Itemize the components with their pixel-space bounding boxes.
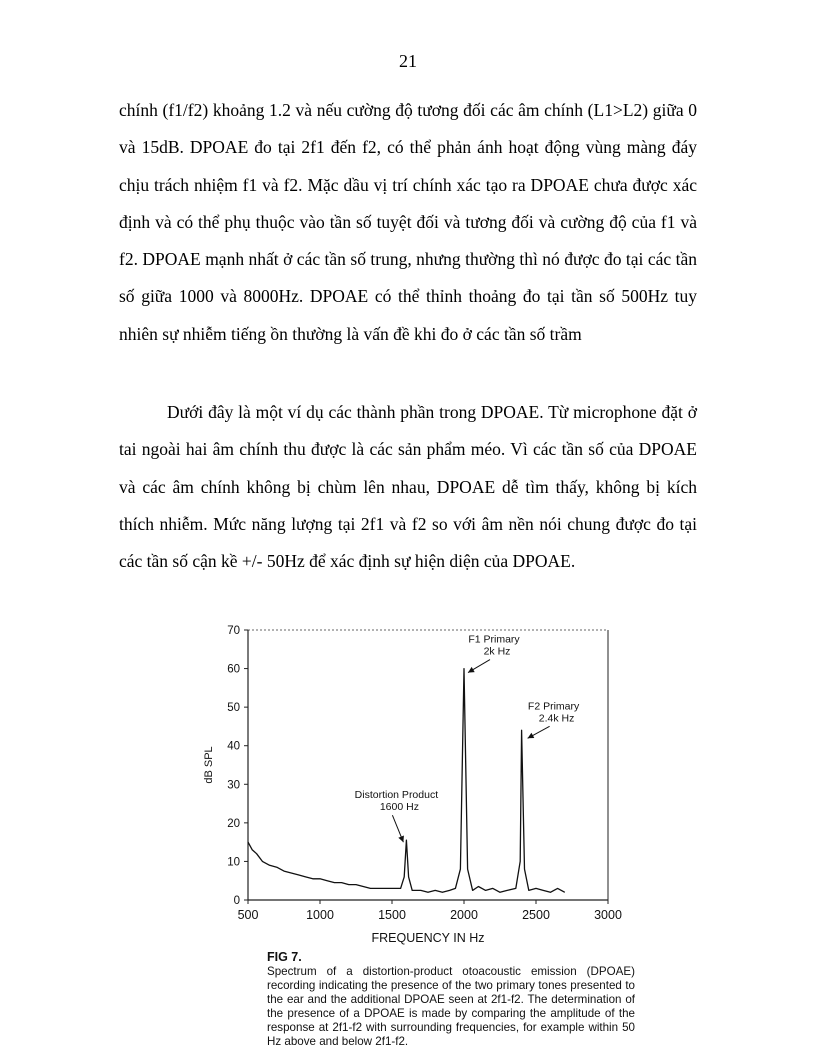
paragraph-text: Dưới đây là một ví dụ các thành phần tro… [119, 402, 697, 572]
figure-caption: FIG 7. Spectrum of a distortion-product … [267, 950, 635, 1049]
caption-text: Spectrum of a distortion-product otoacou… [267, 965, 635, 1048]
y-tick-label: 30 [227, 779, 240, 791]
figure-label: FIG 7. [267, 950, 302, 964]
annotation-label: Distortion Product [355, 789, 439, 801]
x-tick-label: 500 [238, 908, 259, 922]
x-tick-label: 2500 [522, 908, 550, 922]
spectrum-line [247, 667, 566, 893]
annotation-arrowhead [398, 835, 404, 843]
paragraph-text: chính (f1/f2) khoảng 1.2 và nếu cường độ… [119, 100, 697, 344]
y-tick-label: 50 [227, 702, 240, 714]
y-axis-label: dB SPL [203, 746, 215, 783]
annotation-label: 1600 Hz [380, 801, 419, 813]
annotation-label: F1 Primary [468, 634, 520, 646]
annotation-label: F2 Primary [528, 700, 580, 712]
body-paragraph: chính (f1/f2) khoảng 1.2 và nếu cường độ… [119, 92, 697, 353]
x-tick-label: 1500 [378, 908, 406, 922]
x-tick-label: 2000 [450, 908, 478, 922]
dpoae-spectrum-chart: 0 10 20 30 40 50 60 70 500 1000 1500 2000 2500 3000 FR… [203, 625, 622, 945]
y-tick-label: 10 [227, 856, 240, 868]
x-tick-label: 3000 [594, 908, 622, 922]
x-axis-label: FREQUENCY IN Hz [372, 931, 485, 945]
body-paragraph: Dưới đây là một ví dụ các thành phần tro… [119, 394, 697, 580]
annotation-label: 2k Hz [484, 646, 511, 658]
figure: 0 10 20 30 40 50 60 70 500 1000 1500 2000 2500 3000 FR… [200, 620, 640, 1050]
page-number: 21 [399, 51, 417, 71]
x-tick-label: 1000 [306, 908, 334, 922]
y-tick-label: 40 [227, 741, 240, 753]
annotation-arrowhead [468, 666, 475, 673]
y-tick-label: 60 [227, 664, 240, 676]
annotation-label: 2.4k Hz [539, 712, 575, 724]
y-tick-label: 0 [234, 895, 240, 907]
y-tick-label: 70 [227, 625, 240, 637]
annotation-arrowhead [527, 732, 535, 739]
y-tick-label: 20 [227, 818, 240, 830]
